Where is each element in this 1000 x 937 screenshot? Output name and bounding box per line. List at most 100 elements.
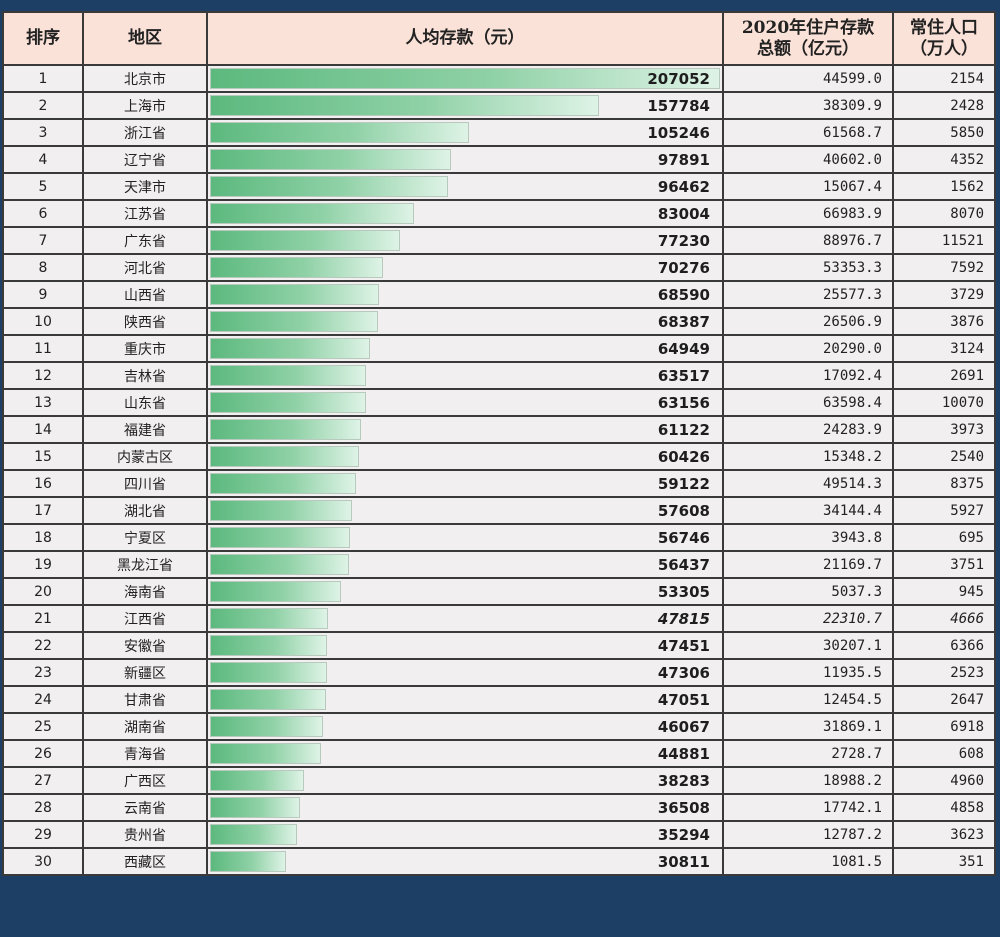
population-cell: 8375	[892, 469, 996, 498]
table-row[interactable]: 23 新疆区 47306 11935.5 2523	[2, 658, 996, 687]
table-row[interactable]: 18 宁夏区 56746 3943.8 695	[2, 523, 996, 552]
total-deposit-cell: 66983.9	[722, 199, 894, 228]
table-row[interactable]: 19 黑龙江省 56437 21169.7 3751	[2, 550, 996, 579]
table-row[interactable]: 21 江西省 47815 22310.7 4666	[2, 604, 996, 633]
per-capita-cell: 68590	[206, 280, 724, 309]
per-capita-value: 57608	[657, 501, 710, 520]
header-region[interactable]: 地区	[82, 11, 208, 66]
table-row[interactable]: 17 湖北省 57608 34144.4 5927	[2, 496, 996, 525]
rank-cell: 6	[2, 199, 84, 228]
header-total-deposit[interactable]: 2020年住户存款 总额（亿元）	[722, 11, 894, 66]
total-deposit-cell: 63598.4	[722, 388, 894, 417]
per-capita-value: 207052	[647, 69, 710, 88]
table-row[interactable]: 26 青海省 44881 2728.7 608	[2, 739, 996, 768]
rank-cell: 27	[2, 766, 84, 795]
table-row[interactable]: 11 重庆市 64949 20290.0 3124	[2, 334, 996, 363]
rank-cell: 12	[2, 361, 84, 390]
table-row[interactable]: 4 辽宁省 97891 40602.0 4352	[2, 145, 996, 174]
data-bar	[210, 257, 383, 278]
table-row[interactable]: 20 海南省 53305 5037.3 945	[2, 577, 996, 606]
table-row[interactable]: 8 河北省 70276 53353.3 7592	[2, 253, 996, 282]
per-capita-cell: 59122	[206, 469, 724, 498]
total-deposit-cell: 3943.8	[722, 523, 894, 552]
header-population[interactable]: 常住人口 （万人）	[892, 11, 996, 66]
population-cell: 10070	[892, 388, 996, 417]
table-row[interactable]: 27 广西区 38283 18988.2 4960	[2, 766, 996, 795]
rank-cell: 8	[2, 253, 84, 282]
per-capita-cell: 63517	[206, 361, 724, 390]
population-cell: 608	[892, 739, 996, 768]
data-bar	[210, 662, 327, 683]
table-row[interactable]: 25 湖南省 46067 31869.1 6918	[2, 712, 996, 741]
header-rank[interactable]: 排序	[2, 11, 84, 66]
data-bar	[210, 581, 341, 602]
region-cell: 青海省	[82, 739, 208, 768]
top-border-bar	[0, 0, 1000, 11]
per-capita-value: 64949	[657, 339, 710, 358]
table-row[interactable]: 13 山东省 63156 63598.4 10070	[2, 388, 996, 417]
table-row[interactable]: 24 甘肃省 47051 12454.5 2647	[2, 685, 996, 714]
rank-cell: 21	[2, 604, 84, 633]
total-deposit-cell: 53353.3	[722, 253, 894, 282]
table-row[interactable]: 16 四川省 59122 49514.3 8375	[2, 469, 996, 498]
total-deposit-cell: 2728.7	[722, 739, 894, 768]
data-bar	[210, 824, 297, 845]
region-cell: 四川省	[82, 469, 208, 498]
header-row: 排序 地区 人均存款（元） 2020年住户存款 总额（亿元） 常住人口 （万人）	[2, 11, 996, 66]
table-row[interactable]: 3 浙江省 105246 61568.7 5850	[2, 118, 996, 147]
table-row[interactable]: 5 天津市 96462 15067.4 1562	[2, 172, 996, 201]
region-cell: 福建省	[82, 415, 208, 444]
per-capita-value: 30811	[657, 852, 710, 871]
per-capita-cell: 46067	[206, 712, 724, 741]
per-capita-value: 47451	[657, 636, 710, 655]
population-cell: 8070	[892, 199, 996, 228]
rank-cell: 30	[2, 847, 84, 876]
table-row[interactable]: 29 贵州省 35294 12787.2 3623	[2, 820, 996, 849]
table-row[interactable]: 1 北京市 207052 44599.0 2154	[2, 64, 996, 93]
table-row[interactable]: 12 吉林省 63517 17092.4 2691	[2, 361, 996, 390]
population-cell: 1562	[892, 172, 996, 201]
per-capita-value: 59122	[657, 474, 710, 493]
table-row[interactable]: 14 福建省 61122 24283.9 3973	[2, 415, 996, 444]
header-per-capita-deposit[interactable]: 人均存款（元）	[206, 11, 724, 66]
data-bar	[210, 149, 451, 170]
per-capita-value: 70276	[657, 258, 710, 277]
deposit-ranking-table: 排序 地区 人均存款（元） 2020年住户存款 总额（亿元） 常住人口 （万人）…	[2, 11, 996, 876]
table-row[interactable]: 28 云南省 36508 17742.1 4858	[2, 793, 996, 822]
rank-cell: 2	[2, 91, 84, 120]
population-cell: 4960	[892, 766, 996, 795]
rank-cell: 28	[2, 793, 84, 822]
table-row[interactable]: 22 安徽省 47451 30207.1 6366	[2, 631, 996, 660]
table-row[interactable]: 15 内蒙古区 60426 15348.2 2540	[2, 442, 996, 471]
region-cell: 上海市	[82, 91, 208, 120]
table-row[interactable]: 2 上海市 157784 38309.9 2428	[2, 91, 996, 120]
region-cell: 陕西省	[82, 307, 208, 336]
per-capita-value: 61122	[657, 420, 710, 439]
per-capita-value: 157784	[647, 96, 710, 115]
region-cell: 内蒙古区	[82, 442, 208, 471]
data-bar	[210, 284, 379, 305]
rank-cell: 17	[2, 496, 84, 525]
per-capita-cell: 47306	[206, 658, 724, 687]
per-capita-cell: 56746	[206, 523, 724, 552]
total-deposit-cell: 26506.9	[722, 307, 894, 336]
total-deposit-cell: 11935.5	[722, 658, 894, 687]
region-cell: 天津市	[82, 172, 208, 201]
total-deposit-cell: 21169.7	[722, 550, 894, 579]
table-row[interactable]: 9 山西省 68590 25577.3 3729	[2, 280, 996, 309]
region-cell: 吉林省	[82, 361, 208, 390]
rank-cell: 20	[2, 577, 84, 606]
total-deposit-cell: 40602.0	[722, 145, 894, 174]
total-deposit-cell: 30207.1	[722, 631, 894, 660]
total-deposit-cell: 20290.0	[722, 334, 894, 363]
table-row[interactable]: 10 陕西省 68387 26506.9 3876	[2, 307, 996, 336]
per-capita-cell: 68387	[206, 307, 724, 336]
table-row[interactable]: 6 江苏省 83004 66983.9 8070	[2, 199, 996, 228]
table-row[interactable]: 30 西藏区 30811 1081.5 351	[2, 847, 996, 876]
total-deposit-cell: 61568.7	[722, 118, 894, 147]
data-bar	[210, 473, 356, 494]
per-capita-cell: 53305	[206, 577, 724, 606]
table-row[interactable]: 7 广东省 77230 88976.7 11521	[2, 226, 996, 255]
per-capita-value: 47306	[657, 663, 710, 682]
total-deposit-cell: 18988.2	[722, 766, 894, 795]
